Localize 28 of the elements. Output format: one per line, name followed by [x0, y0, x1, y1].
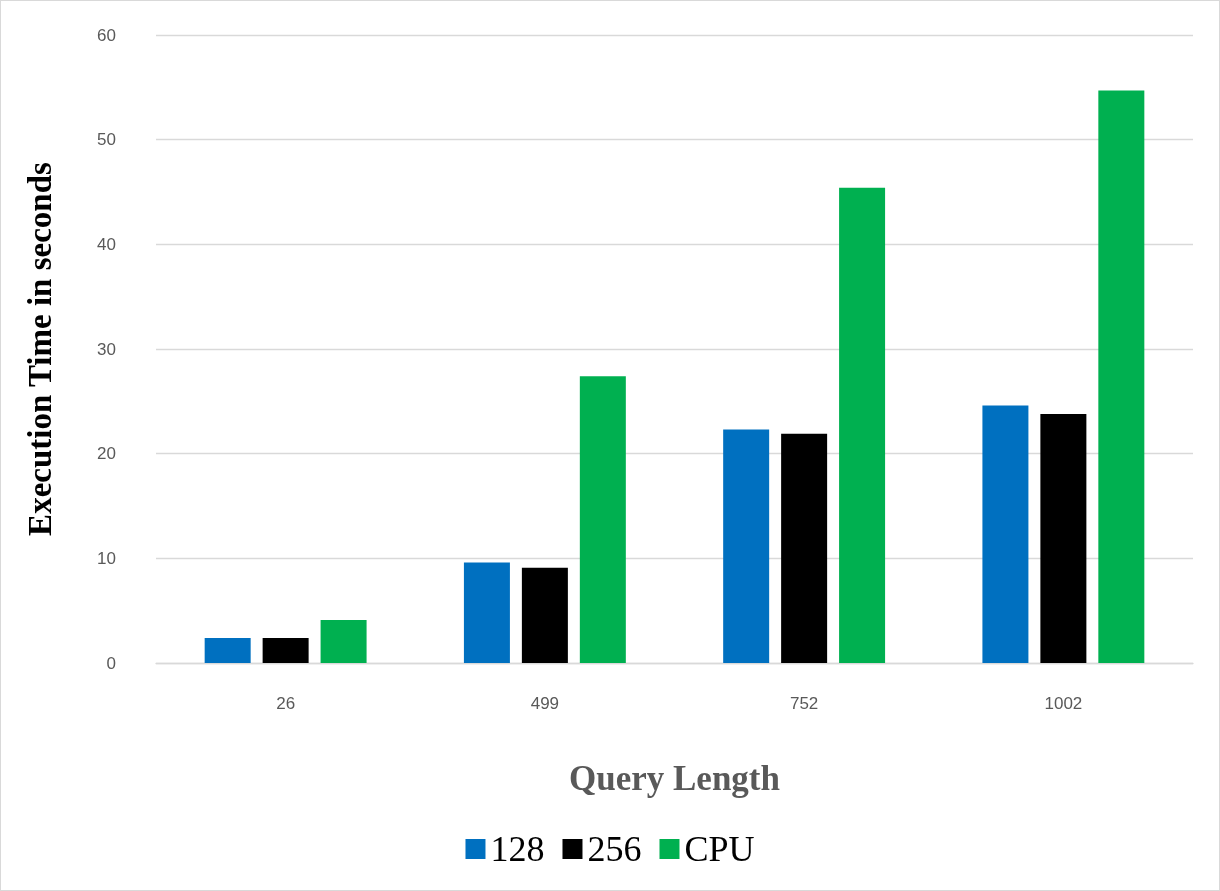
bar — [1040, 413, 1087, 663]
bar — [320, 620, 367, 663]
bar — [723, 429, 770, 663]
y-tick-label: 60 — [97, 25, 116, 45]
y-tick-label: 50 — [97, 130, 116, 150]
bar — [1098, 90, 1145, 663]
bar — [781, 433, 828, 663]
bar — [262, 637, 309, 663]
legend-label: 256 — [587, 829, 642, 869]
legend-label: CPU — [684, 829, 755, 869]
x-tick-label: 26 — [276, 694, 296, 713]
y-tick-label: 20 — [97, 444, 116, 464]
bar — [982, 405, 1029, 663]
x-axis-title: Query Length — [569, 759, 780, 798]
y-tick-label: 40 — [97, 234, 116, 254]
x-tick-label: 499 — [530, 694, 560, 713]
legend-label: 128 — [490, 829, 545, 869]
bar — [463, 562, 510, 663]
bar — [204, 637, 251, 663]
x-tick-label: 752 — [789, 694, 819, 713]
bar — [521, 567, 568, 663]
y-tick-label: 10 — [97, 548, 116, 568]
y-tick-label: 30 — [97, 339, 116, 359]
bar — [839, 187, 886, 663]
y-tick-label: 0 — [106, 653, 116, 673]
bar — [579, 376, 626, 663]
x-tick-label: 1002 — [1044, 694, 1083, 713]
y-axis-title: Execution Time in seconds — [21, 161, 58, 536]
